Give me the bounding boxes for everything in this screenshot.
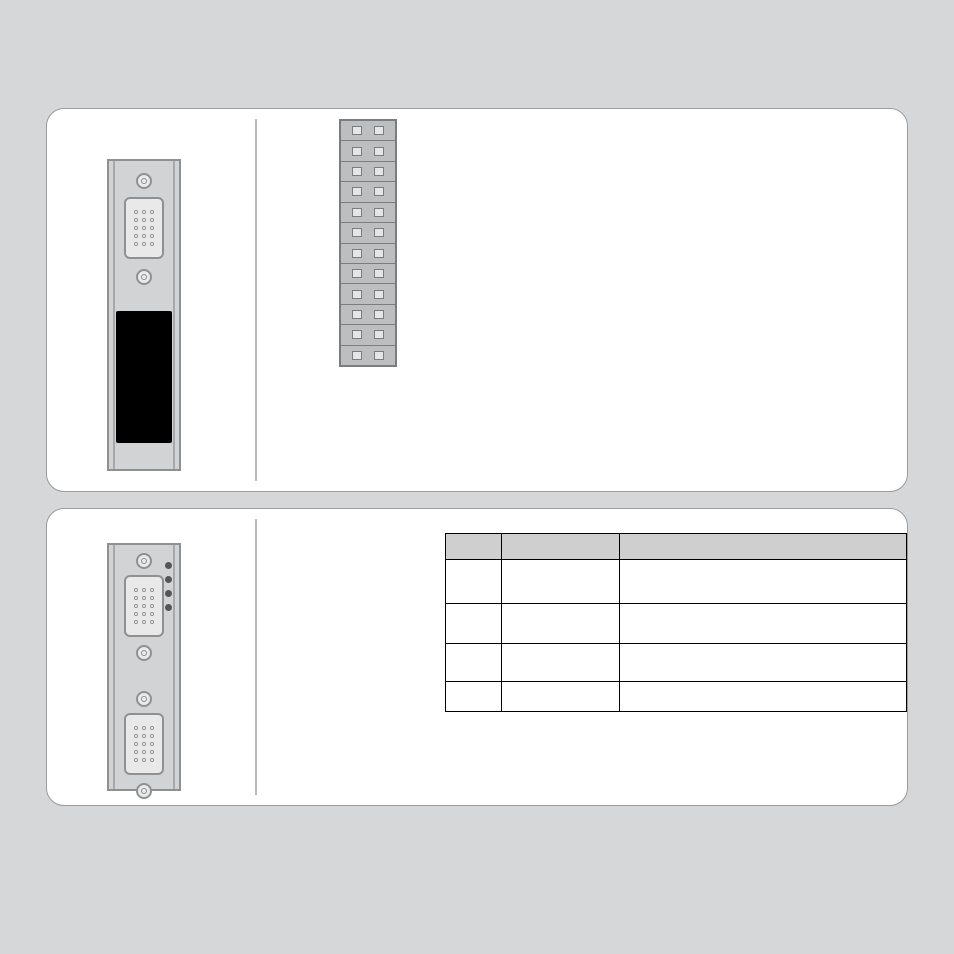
card-bracket-bottom [107, 543, 181, 791]
table-cell [501, 644, 619, 682]
terminal-hole-icon [352, 126, 362, 135]
led-icon [165, 590, 172, 597]
terminal-row [341, 284, 395, 304]
table-header [501, 534, 619, 560]
terminal-hole-icon [374, 126, 384, 135]
terminal-hole-icon [374, 290, 384, 299]
table-cell [446, 644, 502, 682]
table-row [446, 682, 907, 712]
table-row [446, 644, 907, 682]
terminal-hole-icon [352, 249, 362, 258]
led-icon [165, 576, 172, 583]
screwhole-icon [136, 783, 152, 799]
screwhole-icon [136, 173, 152, 189]
led-icon [165, 604, 172, 611]
table-header [446, 534, 502, 560]
terminal-hole-icon [374, 269, 384, 278]
table-cell [446, 604, 502, 644]
panel-top [46, 108, 908, 492]
vga-port-icon [124, 713, 164, 775]
terminal-row [341, 182, 395, 202]
terminal-hole-icon [374, 187, 384, 196]
screwhole-icon [136, 553, 152, 569]
terminal-row [341, 325, 395, 345]
terminal-hole-icon [374, 351, 384, 360]
table-cell [619, 604, 906, 644]
table-cell [619, 682, 906, 712]
vga-port-icon [124, 197, 164, 259]
table-cell [501, 604, 619, 644]
terminal-hole-icon [374, 228, 384, 237]
terminal-row [341, 121, 395, 141]
spec-table [445, 533, 907, 712]
terminal-hole-icon [374, 167, 384, 176]
expansion-slot-icon [116, 311, 172, 443]
terminal-hole-icon [352, 290, 362, 299]
table-row [446, 604, 907, 644]
table-cell [446, 682, 502, 712]
table-cell [446, 560, 502, 604]
terminal-hole-icon [352, 310, 362, 319]
table-cell [501, 682, 619, 712]
table-cell [619, 560, 906, 604]
terminal-hole-icon [352, 351, 362, 360]
terminal-hole-icon [352, 147, 362, 156]
divider-top [255, 119, 257, 481]
terminal-hole-icon [374, 330, 384, 339]
terminal-hole-icon [374, 208, 384, 217]
terminal-hole-icon [352, 228, 362, 237]
screwhole-icon [136, 691, 152, 707]
terminal-row [341, 305, 395, 325]
terminal-hole-icon [352, 269, 362, 278]
terminal-row [341, 244, 395, 264]
terminal-row [341, 141, 395, 161]
terminal-hole-icon [352, 187, 362, 196]
terminal-row [341, 264, 395, 284]
terminal-row [341, 203, 395, 223]
led-icon [165, 562, 172, 569]
status-leds-icon [165, 562, 172, 611]
card-bracket-top [107, 159, 181, 471]
table-cell [501, 560, 619, 604]
terminal-row [341, 223, 395, 243]
screwhole-icon [136, 645, 152, 661]
divider-bottom [255, 519, 257, 795]
table-cell [619, 644, 906, 682]
table-header [619, 534, 906, 560]
terminal-row [341, 346, 395, 365]
terminal-hole-icon [352, 208, 362, 217]
terminal-hole-icon [374, 147, 384, 156]
terminal-row [341, 162, 395, 182]
terminal-hole-icon [374, 310, 384, 319]
table-row [446, 560, 907, 604]
terminal-block-icon [339, 119, 397, 367]
vga-port-icon [124, 575, 164, 637]
screwhole-icon [136, 269, 152, 285]
terminal-hole-icon [374, 249, 384, 258]
terminal-hole-icon [352, 330, 362, 339]
panel-bottom [46, 508, 908, 806]
terminal-hole-icon [352, 167, 362, 176]
